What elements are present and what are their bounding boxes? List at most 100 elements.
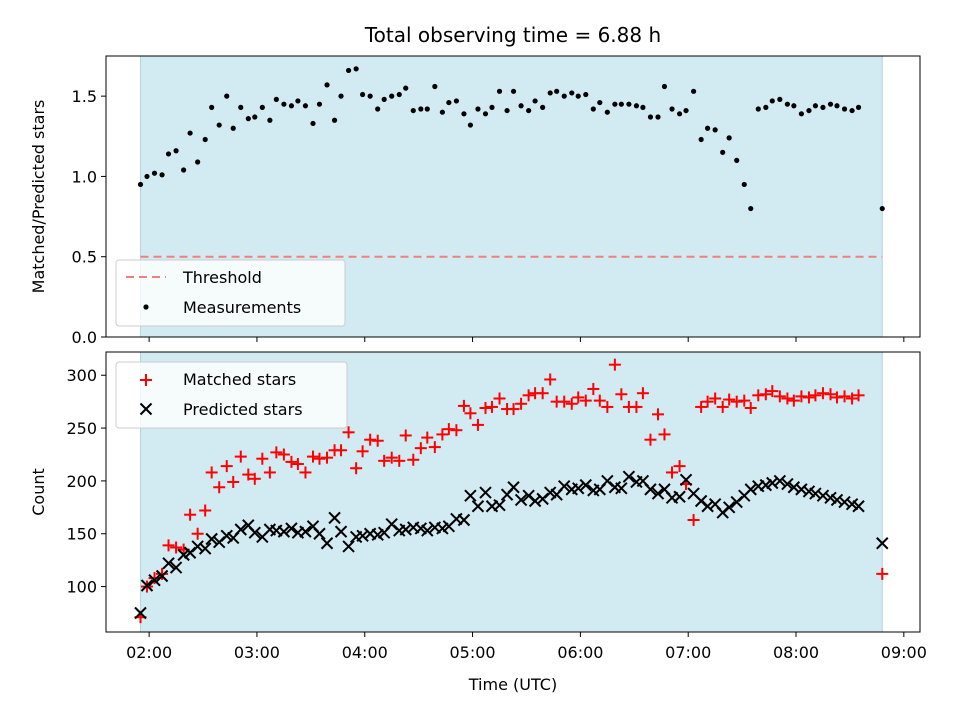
count-point-1-92-b [795, 483, 808, 496]
count-point-1-70-b [636, 474, 650, 488]
count-point-1-62-b [579, 478, 592, 492]
ratio-point-0-17 [259, 104, 265, 110]
count-point-0-97 [830, 391, 843, 404]
count-point-1-8-b [191, 540, 204, 553]
count-point-1-39-b [414, 522, 428, 535]
ratio-point-0-19 [273, 96, 279, 102]
ratio-point-0-64 [597, 99, 603, 106]
x-tick-label-7: 09:00 [881, 643, 927, 662]
ratio-point-0-97 [834, 103, 840, 109]
ratio-point-0-51 [504, 107, 510, 114]
count-point-0-65 [601, 400, 614, 413]
count-point-1-31 [356, 529, 369, 543]
count-point-1-98-b [838, 495, 851, 509]
ratio-point-0-96 [827, 101, 834, 107]
count-point-1-97 [830, 493, 844, 507]
count-panel: 100 150 200 250 300 02:00 03:00 04:00 05:00 06:00… [29, 351, 927, 662]
count-point-1-48 [479, 486, 492, 499]
count-point-1-67-b [615, 482, 628, 495]
count-point-1-95 [816, 489, 830, 502]
ratio-point-0-27 [331, 117, 338, 123]
legend-predicted-swatch-b [139, 402, 153, 416]
count-point-1-1 [140, 579, 154, 592]
ratio-point-0-85 [748, 205, 754, 212]
ratio-point-0-99 [849, 107, 855, 114]
ratio-point-0-52 [510, 88, 517, 94]
ratio-point-0-46 [467, 122, 474, 128]
ratio-point-0-29 [345, 67, 352, 74]
count-point-1-68-b [622, 470, 636, 483]
count-point-1-96-b [824, 491, 837, 505]
ratio-point-0-92 [798, 111, 805, 117]
count-point-0-66 [608, 358, 621, 371]
count-point-1-48-b [479, 486, 492, 499]
count-point-1-76 [679, 473, 693, 487]
count-point-0-4 [162, 539, 175, 552]
count-point-0-10 [205, 466, 218, 479]
ratio-series-0 [137, 66, 885, 212]
ratio-point-0-72 [655, 114, 661, 120]
ratio-point-0-44 [453, 98, 459, 104]
ratio-ytick-label-1: 0.5 [72, 248, 97, 267]
count-point-1-28-b [334, 525, 348, 538]
count-point-0-52 [507, 403, 520, 416]
count-point-1-25 [313, 527, 326, 540]
count-point-0-34 [378, 454, 391, 467]
x-tick-label-4: 06:00 [557, 643, 603, 662]
count-point-1-46-b [464, 489, 477, 502]
ratio-point-0-83 [734, 157, 740, 163]
count-point-1-79 [701, 500, 714, 513]
count-point-0-87 [759, 388, 772, 401]
count-point-1-18-b [263, 523, 277, 536]
ratio-axes-frame [105, 55, 921, 338]
x-axis-label: Time (UTC) [468, 675, 557, 694]
ratio-point-0-91 [791, 103, 797, 109]
count-point-0-93 [802, 391, 815, 404]
count-point-0-35 [385, 451, 398, 464]
count-point-1-93-b [802, 485, 816, 498]
ratio-point-0-65 [604, 109, 610, 115]
count-point-1-0-b [134, 606, 147, 620]
ratio-point-0-89 [777, 96, 783, 102]
ratio-point-0-84 [741, 181, 747, 188]
count-point-0-90 [781, 392, 794, 405]
count-point-1-27-b [328, 511, 341, 525]
ratio-point-0-0 [137, 181, 144, 188]
x-tick-label-0: 02:00 [126, 643, 172, 662]
ratio-point-0-48 [482, 111, 489, 117]
count-point-1-28 [334, 525, 348, 538]
count-ytick-label-0: 100 [66, 578, 97, 597]
count-point-1-59 [558, 479, 571, 493]
count-point-0-69 [630, 400, 643, 413]
ratio-point-0-37 [403, 85, 409, 91]
count-point-0-70 [636, 387, 649, 400]
count-point-0-62 [579, 394, 592, 407]
count-point-1-40 [421, 524, 434, 537]
ratio-point-0-4 [165, 151, 172, 157]
ratio-point-0-82 [726, 135, 732, 141]
count-point-1-99-b [845, 497, 859, 511]
ratio-ytick-label-2: 1.0 [72, 167, 97, 186]
count-point-1-75 [673, 490, 686, 503]
count-point-0-26 [321, 451, 334, 464]
count-point-0-14 [234, 450, 247, 463]
ratio-point-0-101 [879, 205, 885, 212]
ratio-point-0-38 [410, 107, 416, 114]
ratio-point-0-77 [690, 88, 697, 94]
ratio-point-0-75 [676, 111, 683, 117]
count-point-0-75 [673, 460, 686, 473]
count-point-1-26-b [320, 537, 334, 550]
ratio-point-0-80 [712, 127, 718, 133]
count-point-1-45 [457, 513, 471, 527]
count-point-1-90-b [781, 477, 794, 491]
ratio-point-0-13 [230, 125, 236, 131]
count-point-0-41 [428, 441, 441, 454]
ratio-point-0-10 [209, 104, 215, 110]
ratio-point-0-66 [612, 101, 618, 107]
ratio-point-0-53 [518, 103, 524, 109]
count-point-1-54-b [522, 489, 535, 502]
count-point-0-44 [450, 424, 463, 437]
count-point-0-61 [572, 391, 585, 404]
count-point-1-5-b [169, 561, 183, 574]
